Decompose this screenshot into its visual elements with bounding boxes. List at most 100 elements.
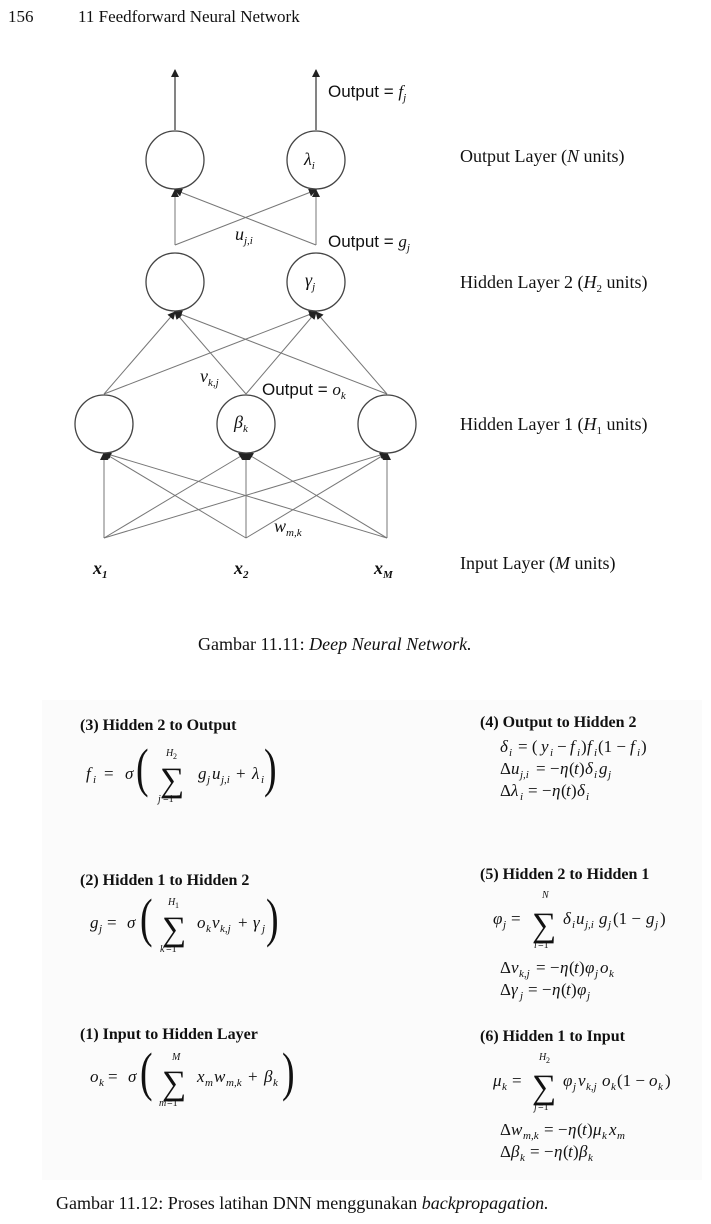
svg-text:∑: ∑ <box>532 907 556 944</box>
svg-text:=1: =1 <box>163 794 174 805</box>
svg-text:i: i <box>586 791 589 803</box>
svg-text:β: β <box>263 1067 273 1086</box>
svg-text:): ) <box>264 738 277 798</box>
svg-text:g: g <box>646 909 655 928</box>
svg-text:η: η <box>560 759 568 778</box>
svg-text:g: g <box>90 913 99 932</box>
svg-text:j,i: j,i <box>583 919 594 931</box>
svg-text:g: g <box>198 764 207 783</box>
svg-text:o: o <box>197 913 206 932</box>
svg-text:H: H <box>538 1052 547 1063</box>
svg-text:=: = <box>511 909 521 928</box>
svg-text:j: j <box>97 923 102 935</box>
svg-text:): ) <box>665 1071 671 1090</box>
svg-text:=: = <box>512 1071 522 1090</box>
svg-text:g: g <box>599 909 608 928</box>
svg-text:=: = <box>107 913 117 932</box>
svg-text:η: η <box>568 1120 576 1139</box>
svg-text:k: k <box>588 1152 594 1164</box>
svg-text:i: i <box>572 919 575 931</box>
svg-text:(: ( <box>140 888 153 948</box>
svg-text:β: β <box>578 1142 588 1161</box>
beta-label: βk <box>234 412 248 435</box>
svg-text:+: + <box>236 764 246 783</box>
input-layer-label: Input Layer (M units) <box>460 553 616 573</box>
svg-text:(: ( <box>569 958 575 977</box>
svg-text:=1: =1 <box>166 944 177 955</box>
svg-text:m: m <box>205 1077 213 1089</box>
svg-text:k: k <box>611 1081 617 1093</box>
svg-text:=1: =1 <box>167 1098 178 1109</box>
svg-text:u: u <box>511 759 520 778</box>
svg-text:(: ( <box>577 1120 583 1139</box>
svg-text:2: 2 <box>546 1056 550 1065</box>
svg-text:Δ: Δ <box>500 1142 511 1161</box>
svg-text:k,j: k,j <box>519 968 530 980</box>
svg-text:): ) <box>579 958 585 977</box>
svg-text:i: i <box>93 774 96 786</box>
svg-text:1: 1 <box>175 901 179 910</box>
svg-text:η: η <box>554 1142 562 1161</box>
svg-text:j: j <box>593 968 598 980</box>
section-3-heading: (3) Hidden 2 to Output <box>80 717 237 734</box>
svg-text:x: x <box>608 1120 617 1139</box>
svg-text:): ) <box>571 781 577 800</box>
svg-text:u: u <box>212 764 221 783</box>
svg-text:): ) <box>266 888 279 948</box>
figure2-caption: Gambar 11.12: Proses latihan DNN menggun… <box>56 1193 549 1213</box>
svg-text:j: j <box>585 990 590 1002</box>
svg-text:w: w <box>214 1067 226 1086</box>
edges-hidden2-output <box>171 188 320 246</box>
svg-text:k: k <box>206 923 212 935</box>
gamma-label: γj <box>305 270 316 293</box>
v-weight-label: vk,j <box>200 366 219 389</box>
svg-text:i: i <box>550 747 553 759</box>
svg-text:f: f <box>570 737 577 756</box>
figure1-caption: Gambar 11.11: Deep Neural Network. <box>198 634 472 654</box>
network-diagram <box>74 69 417 539</box>
svg-text:k,j: k,j <box>220 923 231 935</box>
svg-text:Δ: Δ <box>500 781 511 800</box>
svg-text:t: t <box>574 759 580 778</box>
svg-text:(: ( <box>561 980 567 999</box>
svg-text:∑: ∑ <box>160 762 184 799</box>
svg-text:φ: φ <box>585 958 594 977</box>
svg-text:o: o <box>602 1071 611 1090</box>
svg-text:+: + <box>238 913 248 932</box>
svg-text:Δ: Δ <box>500 980 511 999</box>
svg-text:): ) <box>579 759 585 778</box>
section-4-heading: (4) Output to Hidden 2 <box>480 714 637 731</box>
svg-text:γ: γ <box>511 980 519 999</box>
svg-text:j: j <box>653 919 658 931</box>
svg-text:k: k <box>502 1081 508 1093</box>
svg-text:(: ( <box>563 1142 569 1161</box>
svg-text:η: η <box>552 781 560 800</box>
svg-text:w: w <box>511 1120 523 1139</box>
hidden1-layer-label: Hidden Layer 1 (H1 units) <box>460 414 648 437</box>
svg-text:(: ( <box>561 781 567 800</box>
edges-input-hidden1 <box>100 451 391 539</box>
svg-text:∑: ∑ <box>162 911 186 948</box>
svg-text:i: i <box>509 747 512 759</box>
svg-text:t: t <box>574 958 580 977</box>
svg-text:(1 −: (1 − <box>598 737 626 756</box>
svg-text:φ: φ <box>577 980 586 999</box>
svg-text:H: H <box>165 748 174 759</box>
section-6-heading: (6) Hidden 1 to Input <box>480 1028 625 1045</box>
svg-text:f: f <box>630 737 637 756</box>
svg-text:μ: μ <box>492 1071 502 1090</box>
svg-text:Δ: Δ <box>500 759 511 778</box>
input-x1-label: x1 <box>93 558 108 581</box>
svg-text:j: j <box>606 919 611 931</box>
svg-text:t: t <box>566 980 572 999</box>
svg-text:i: i <box>594 769 597 781</box>
svg-text:v: v <box>511 958 519 977</box>
svg-text:i: i <box>637 747 640 759</box>
svg-text:k: k <box>160 944 165 955</box>
svg-text:k: k <box>602 1130 608 1142</box>
hidden1-node-3 <box>357 394 417 454</box>
